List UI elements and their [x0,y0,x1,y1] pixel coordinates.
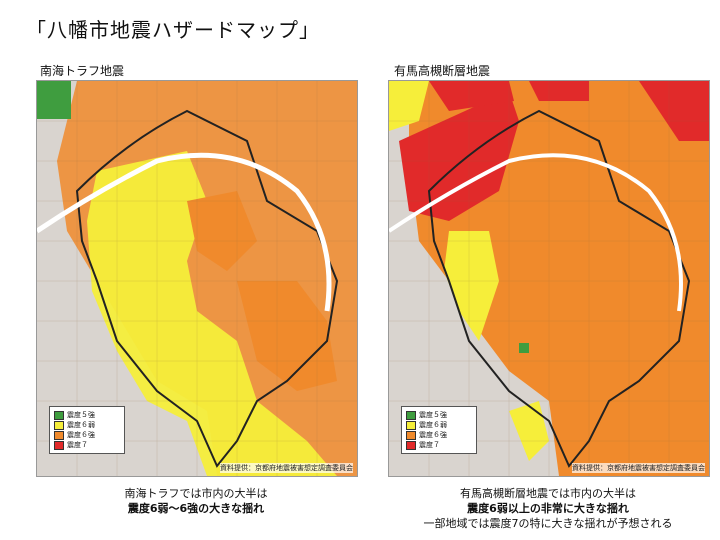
legend-swatch [54,410,64,420]
left-legend: 震度５強 震度６弱 震度６強 震度７ [49,406,125,454]
legend-text: 震度７ [419,441,440,449]
legend-swatch [406,420,416,430]
legend-row: 震度６弱 [406,420,472,430]
right-source-credit: 資料提供：京都府地震被害想定調査委員会 [572,463,705,473]
legend-row: 震度６弱 [54,420,120,430]
right-map-label: 有馬高槻断層地震 [394,64,491,78]
legend-text: 震度６弱 [67,421,95,429]
arima-takatsuki-map: 震度５強 震度６弱 震度６強 震度７ 資料提供：京都府地震被害想定調査委員会 [388,80,710,477]
right-caption-emphasis: 震度6弱以上の非常に大きな揺れ [467,502,629,515]
legend-row: 震度６強 [54,430,120,440]
legend-text: 震度６強 [419,431,447,439]
legend-swatch [406,410,416,420]
legend-text: 震度７ [67,441,88,449]
left-caption-line1: 南海トラフでは市内の大半は [124,487,268,500]
legend-text: 震度５強 [419,411,447,419]
nankai-trough-map: 震度５強 震度６弱 震度６強 震度７ 資料提供：京都府地震被害想定調査委員会 [36,80,358,477]
legend-swatch [406,430,416,440]
left-caption: 南海トラフでは市内の大半は 震度6弱〜6強の大きな揺れ [36,486,356,516]
legend-text: 震度６弱 [419,421,447,429]
legend-row: 震度５強 [406,410,472,420]
right-caption-line2: 震度6弱以上の非常に大きな揺れ [388,501,708,516]
legend-swatch [54,440,64,450]
right-caption: 有馬高槻断層地震では市内の大半は 震度6弱以上の非常に大きな揺れ 一部地域では震… [388,486,708,531]
legend-swatch [54,420,64,430]
legend-row: 震度６強 [406,430,472,440]
left-caption-line2: 震度6弱〜6強の大きな揺れ [36,501,356,516]
left-caption-emphasis: 震度6弱〜6強の大きな揺れ [127,502,265,515]
arima-map-graphic [389,81,709,476]
legend-row: 震度７ [54,440,120,450]
legend-swatch [406,440,416,450]
left-map-label: 南海トラフ地震 [40,64,125,78]
left-source-credit: 資料提供：京都府地震被害想定調査委員会 [220,463,353,473]
page-title: 「八幡市地震ハザードマップ」 [26,18,320,42]
right-caption-line3: 一部地域では震度7の特に大きな揺れが予想される [423,517,673,530]
legend-text: 震度５強 [67,411,95,419]
legend-swatch [54,430,64,440]
legend-text: 震度６強 [67,431,95,439]
legend-row: 震度５強 [54,410,120,420]
right-legend: 震度５強 震度６弱 震度６強 震度７ [401,406,477,454]
right-caption-line1: 有馬高槻断層地震では市内の大半は [460,487,636,500]
legend-row: 震度７ [406,440,472,450]
